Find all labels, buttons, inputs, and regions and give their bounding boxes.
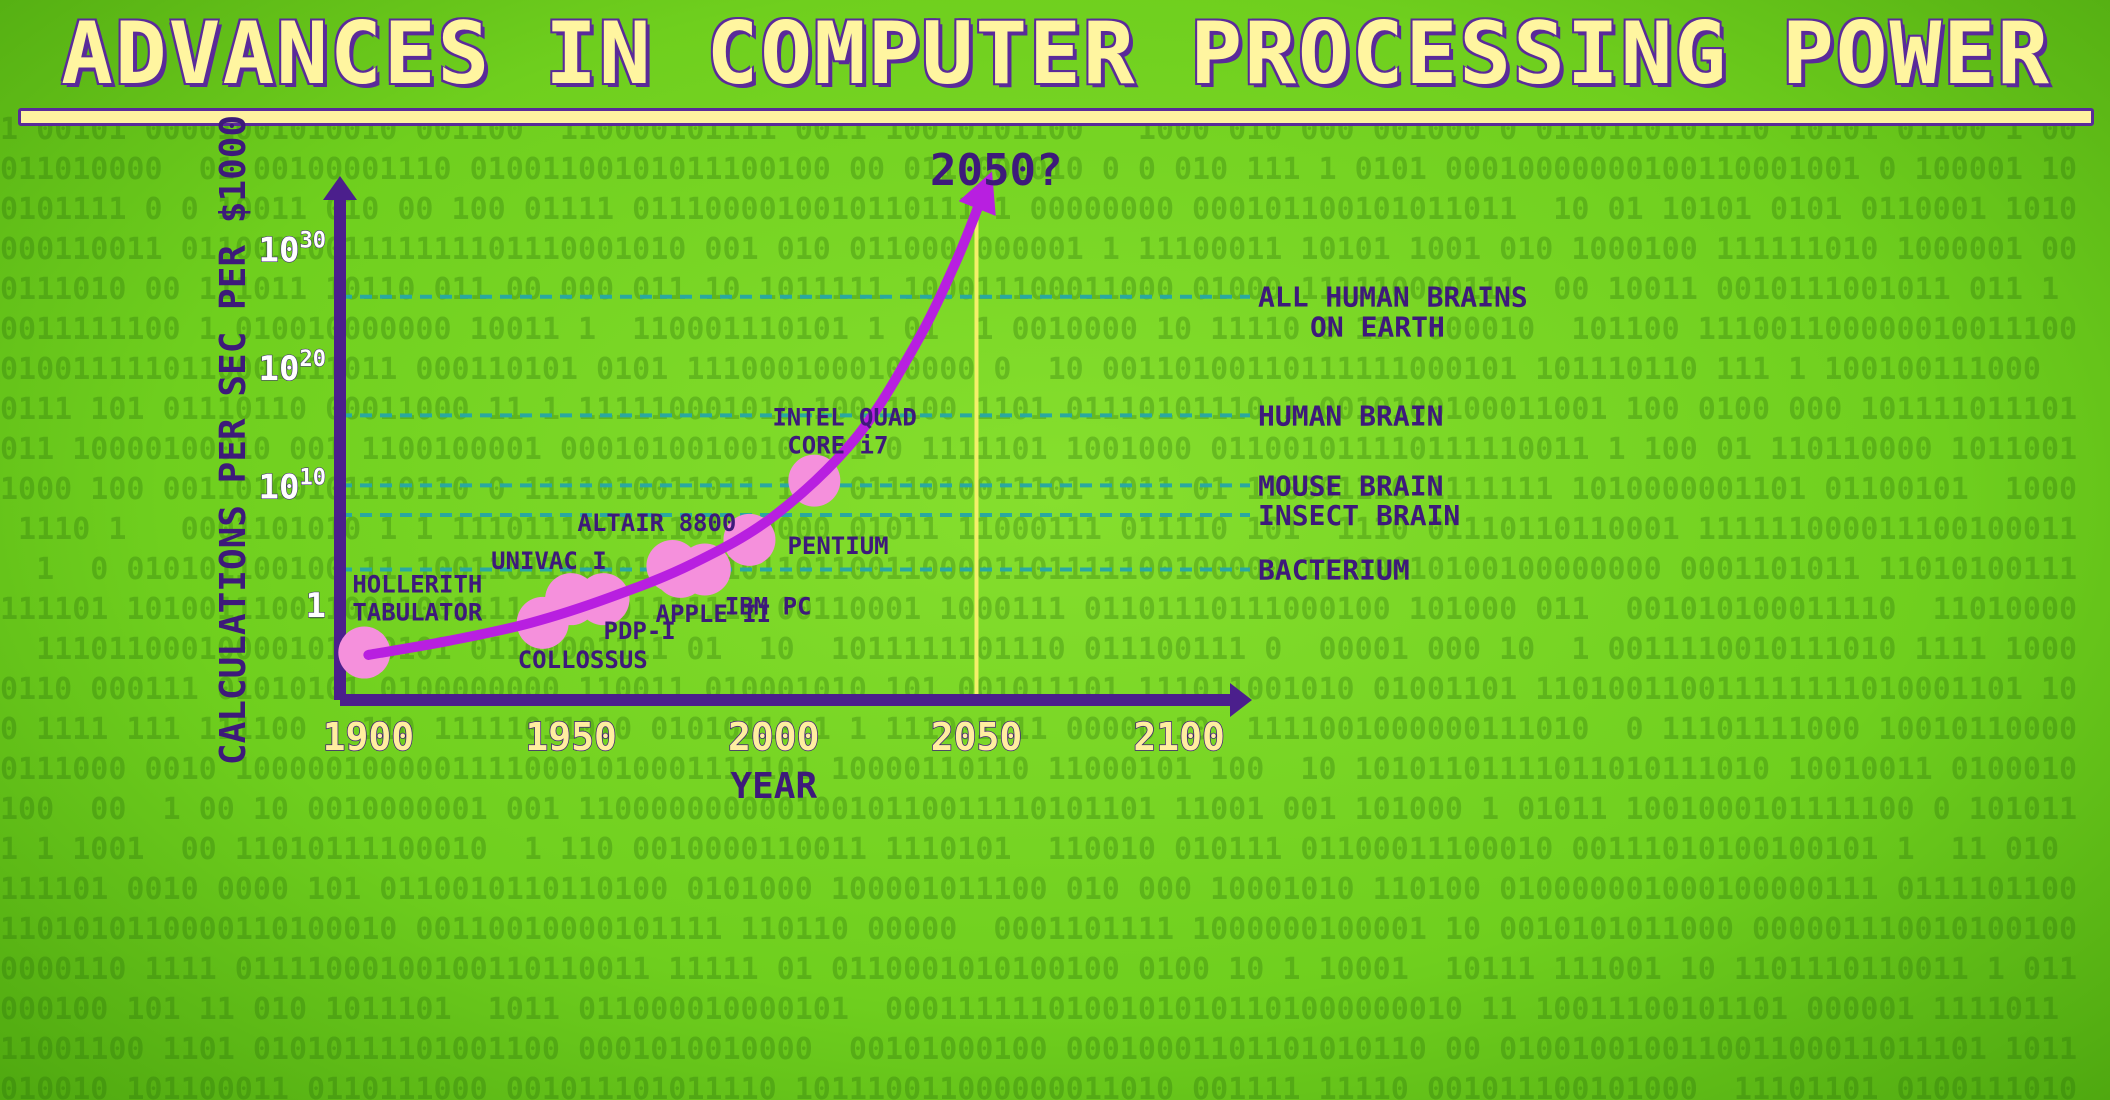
title-underline: [18, 108, 2094, 126]
milestone-label-line: INTEL QUAD: [772, 404, 917, 432]
x-tick-label: 1950: [525, 715, 617, 759]
reference-label-line: ALL HUMAN BRAINS: [1258, 281, 1528, 314]
reference-label-0: ALL HUMAN BRAINS ON EARTH: [1258, 281, 1528, 344]
reference-lines: ALL HUMAN BRAINS ON EARTH HUMAN BRAIN MOUSE…: [340, 281, 1528, 587]
curve-label-2050: 2050?: [930, 145, 1062, 196]
milestone-label-6: IBM PC: [725, 593, 812, 621]
milestone-label-4: ALTAIR 8800: [577, 509, 736, 537]
milestone-label-line: HOLLERITH: [352, 571, 482, 599]
milestone-label-8: INTEL QUAD CORE i7: [772, 404, 917, 460]
reference-label-line: MOUSE BRAIN: [1258, 469, 1443, 502]
x-axis-title: YEAR: [730, 766, 817, 807]
reference-label-3: INSECT BRAIN: [1258, 499, 1460, 532]
milestone-label-3: PDP-I: [604, 617, 676, 645]
reference-label-4: BACTERIUM: [1258, 554, 1410, 587]
milestone-label-2: UNIVAC I: [491, 547, 607, 575]
milestone-label-line: TABULATOR: [352, 599, 483, 627]
y-tick-base: 10: [259, 468, 300, 508]
milestone-labels: HOLLERITH TABULATOR COLLOSSUS UNIVAC I PDP-I…: [352, 404, 917, 674]
y-axis-title: CALCULATIONS PER SEC PER $1000: [213, 115, 254, 765]
milestone-label-7: PENTIUM: [787, 532, 888, 560]
reference-label-line: BACTERIUM: [1258, 554, 1410, 587]
x-tick-label: 2100: [1133, 715, 1225, 759]
page-title: ADVANCES IN COMPUTER PROCESSING POWER: [61, 4, 2051, 104]
x-axis-arrowhead: [1230, 683, 1252, 717]
y-tick-base: 10: [259, 230, 300, 270]
y-axis-arrowhead: [323, 176, 357, 200]
y-tick-label: 1020: [259, 347, 326, 389]
reference-label-line: INSECT BRAIN: [1258, 499, 1460, 532]
reference-label-line: ON EARTH: [1310, 311, 1445, 344]
y-tick-exponent: 10: [300, 466, 327, 491]
reference-label-1: HUMAN BRAIN: [1258, 399, 1443, 432]
trend-curve: [363, 171, 996, 660]
reference-label-line: HUMAN BRAIN: [1258, 399, 1443, 432]
milestone-label-0: HOLLERITH TABULATOR: [352, 571, 483, 627]
y-tick-exponent: 20: [300, 347, 327, 372]
reference-label-2: MOUSE BRAIN: [1258, 469, 1443, 502]
y-tick-label: 1010: [259, 466, 326, 508]
milestone-label-1: COLLOSSUS: [518, 646, 648, 674]
y-tick-base: 10: [259, 349, 300, 389]
x-tick-label: 1900: [323, 715, 415, 759]
y-tick-label: 1030: [259, 228, 326, 270]
x-tick-label: 2000: [728, 715, 820, 759]
y-tick-label: 1: [306, 586, 326, 626]
binary-background-pattern: 1 00101 00001001010010 001100 1100001011…: [0, 112, 2078, 1100]
y-tick-base: 1: [306, 586, 326, 626]
milestone-label-5: APPLE II: [656, 600, 772, 628]
milestone-point-6: [678, 543, 731, 596]
milestone-label-line: CORE i7: [787, 432, 888, 460]
x-tick-label: 2050: [931, 715, 1023, 759]
y-tick-exponent: 30: [300, 228, 327, 253]
